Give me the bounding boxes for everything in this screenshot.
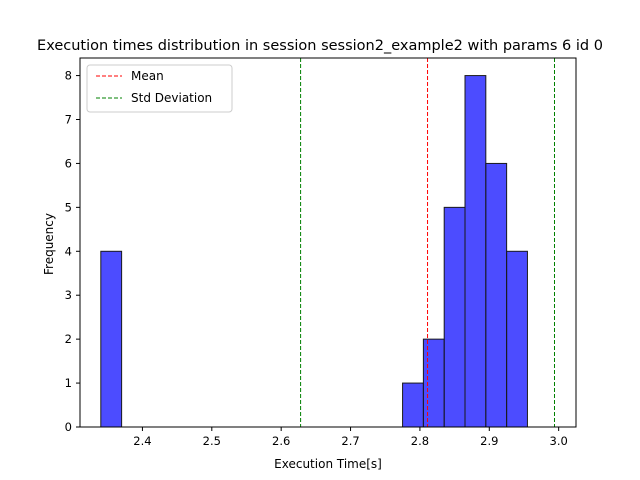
- legend: Mean Std Deviation: [86, 64, 233, 113]
- histogram-bar-2: [422, 338, 445, 428]
- legend-label: Std Deviation: [131, 91, 212, 105]
- y-tick-label: 7: [65, 113, 72, 127]
- x-tick-label: 3.0: [550, 434, 568, 448]
- histogram-bar-1: [402, 382, 424, 428]
- x-tick-label: 2.9: [480, 434, 498, 448]
- x-tick-label: 2.5: [203, 434, 221, 448]
- x-tick-label: 2.4: [133, 434, 151, 448]
- histogram-bar-4: [464, 75, 487, 428]
- y-axis-label: Frequency: [42, 213, 56, 275]
- x-axis-label: Execution Time[s]: [274, 457, 382, 471]
- histogram-bar-6: [506, 250, 528, 428]
- y-tick-label: 2: [65, 332, 72, 346]
- y-tick-label: 5: [65, 200, 72, 214]
- y-tick-label: 1: [65, 376, 72, 390]
- x-tick-label: 2.7: [341, 434, 359, 448]
- y-tick-label: 4: [65, 244, 72, 258]
- axes-frame: [79, 57, 577, 428]
- chart-title: Execution times distribution in session …: [37, 38, 603, 54]
- y-tick-label: 8: [65, 69, 72, 83]
- x-tick-label: 2.8: [411, 434, 429, 448]
- y-tick-label: 0: [65, 420, 72, 434]
- histogram-bar-3: [443, 206, 466, 428]
- legend-box: [86, 64, 233, 113]
- histogram-bar-5: [485, 162, 508, 428]
- plot-area: 2.4 2.5 2.6 2.7 2.8 2.9 3.0 0 1 2 3 4 5 6 7 8: [65, 57, 577, 448]
- x-tick-label: 2.6: [272, 434, 290, 448]
- legend-label: Mean: [131, 69, 164, 83]
- y-tick-label: 3: [65, 288, 72, 302]
- histogram-bar-0: [100, 250, 123, 428]
- y-tick-label: 6: [65, 156, 72, 170]
